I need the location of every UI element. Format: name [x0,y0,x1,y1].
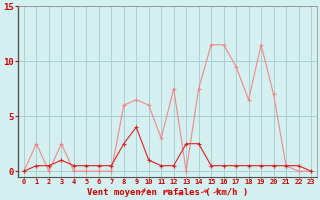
X-axis label: Vent moyen/en rafales ( km/h ): Vent moyen/en rafales ( km/h ) [87,188,248,197]
